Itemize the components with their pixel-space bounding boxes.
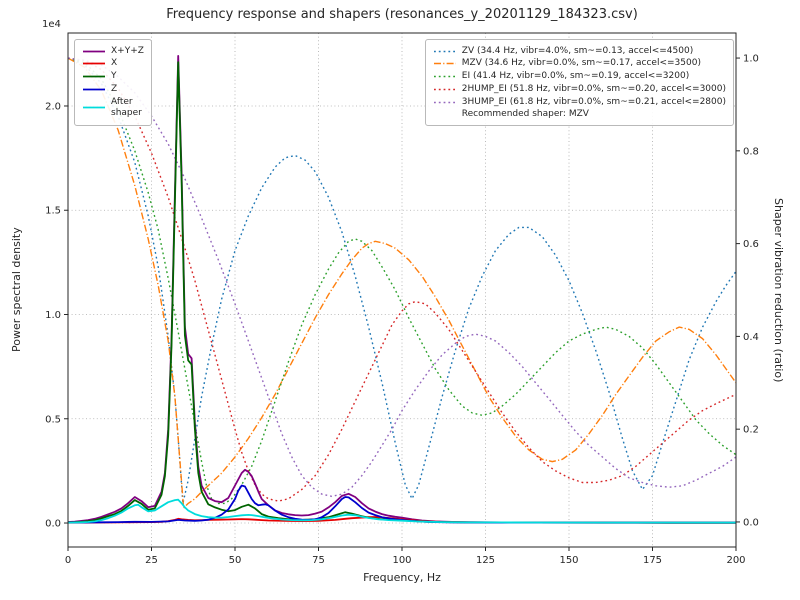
legend-item-label: MZV (34.6 Hz, vibr=0.0%, sm~=0.17, accel… (461, 58, 701, 69)
legend-shaper-items: ZV (34.4 Hz, vibr=4.0%, sm~=0.13, accel<… (433, 46, 726, 108)
legend-item-label: Z (111, 83, 118, 94)
y-right-tick-label: 0.8 (743, 146, 759, 157)
x-tick-label: 50 (229, 555, 242, 566)
legend-line-swatch (433, 50, 456, 52)
y-left-tick-label: 0.0 (45, 519, 61, 530)
legend-shaper: ZV (34.4 Hz, vibr=4.0%, sm~=0.13, accel<… (424, 39, 734, 126)
legend-item-x: X (82, 58, 144, 69)
legend-item-label: EI (41.4 Hz, vibr=0.0%, sm~=0.19, accel<… (461, 71, 690, 81)
legend-recommended-shaper: Recommended shaper: MZV (461, 109, 589, 120)
legend-item-ei: EI (41.4 Hz, vibr=0.0%, sm~=0.19, accel<… (433, 71, 726, 82)
legend-line-swatch (433, 101, 456, 103)
y-right-tick-label: 0.2 (743, 425, 759, 436)
x-tick-label: 125 (476, 555, 495, 566)
legend-line-swatch (83, 106, 105, 109)
legend-item-label: Y (111, 71, 117, 81)
legend-item-mzv: MZV (34.6 Hz, vibr=0.0%, sm~=0.17, accel… (433, 58, 726, 69)
legend-item-label: X+Y+Z (111, 45, 144, 56)
y-axis-label-right: Shaper vibration reduction (ratio) (772, 197, 785, 383)
legend-item-after-shaper: After shaper (82, 97, 144, 120)
y-right-tick-label: 0.4 (743, 332, 759, 343)
chart-title: Frequency response and shapers (resonanc… (166, 7, 638, 22)
legend-item-2hump-ei: 2HUMP_EI (51.8 Hz, vibr=0.0%, sm~=0.20, … (433, 84, 726, 95)
x-tick-label: 200 (726, 555, 745, 566)
legend-item-label: After shaper (111, 96, 142, 118)
legend-psd-items: X+Y+Z X Y Z After shaper (82, 46, 144, 120)
legend-item-label: X (111, 58, 118, 69)
y-left-tick-label: 2.0 (45, 101, 61, 112)
shaper-curve-3hump-ei (67, 57, 737, 498)
legend-item-label: 3HUMP_EI (61.8 Hz, vibr=0.0%, sm~=0.21, … (461, 96, 726, 107)
shaper-curve-mzv (67, 57, 737, 510)
legend-line-swatch (433, 88, 456, 91)
legend-line-swatch (83, 62, 105, 65)
legend-item-zv: ZV (34.4 Hz, vibr=4.0%, sm~=0.13, accel<… (433, 46, 726, 57)
legend-item-3hump-ei: 3HUMP_EI (61.8 Hz, vibr=0.0%, sm~=0.21, … (433, 97, 726, 108)
legend-item-label: ZV (34.4 Hz, vibr=4.0%, sm~=0.13, accel<… (461, 45, 694, 56)
legend-line-swatch (433, 75, 456, 78)
x-tick-label: 0 (65, 555, 71, 566)
y-left-tick-label: 1.0 (45, 310, 61, 321)
legend-line-swatch (83, 50, 105, 53)
legend-item-x-y-z: X+Y+Z (82, 46, 144, 57)
psd-curve-x-y-z (67, 55, 736, 524)
y-axis-offset-text: 1e4 (42, 19, 61, 30)
shaper-curve-2hump-ei (67, 57, 737, 502)
y-left-tick-label: 1.5 (45, 206, 61, 217)
x-tick-label: 175 (643, 555, 662, 566)
x-axis-label: Frequency, Hz (363, 571, 441, 584)
y-right-tick-label: 1.0 (743, 54, 759, 65)
legend-line-swatch (83, 88, 105, 91)
legend-psd: X+Y+Z X Y Z After shaper (74, 39, 152, 126)
legend-item-z: Z (82, 84, 144, 95)
x-tick-label: 75 (312, 555, 325, 566)
shaper-curve-ei (67, 57, 737, 505)
legend-item-y: Y (82, 71, 144, 82)
legend-item-label: 2HUMP_EI (51.8 Hz, vibr=0.0%, sm~=0.20, … (461, 83, 726, 94)
x-tick-label: 150 (559, 555, 578, 566)
y-left-tick-label: 0.5 (45, 414, 61, 425)
y-right-tick-label: 0.0 (743, 517, 759, 528)
legend-line-swatch (433, 63, 456, 65)
y-right-tick-label: 0.6 (743, 239, 759, 250)
x-tick-label: 25 (145, 555, 158, 566)
y-axis-label-left: Power spectral density (10, 227, 23, 353)
legend-line-swatch (83, 75, 105, 78)
psd-curve-after-shaper (67, 498, 736, 524)
x-tick-label: 100 (392, 555, 411, 566)
shaper-curve-zv (67, 57, 737, 504)
